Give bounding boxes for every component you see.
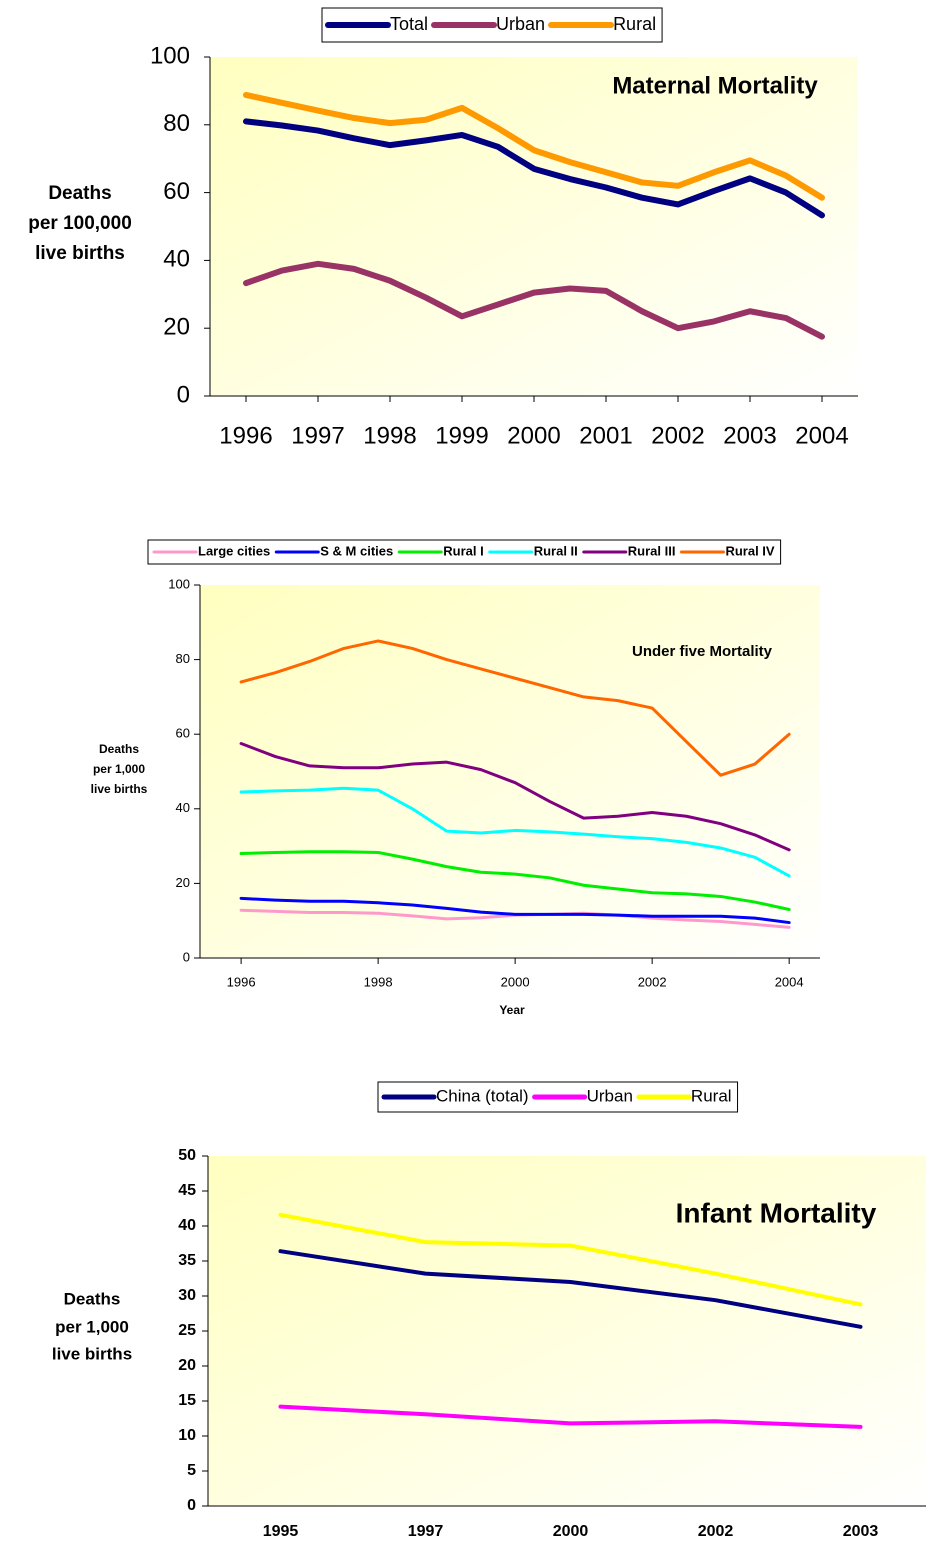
x-tick-label: 1997 [291, 422, 344, 449]
y-axis-label: Deaths [99, 742, 139, 756]
legend-label: Total [390, 14, 428, 34]
y-tick-label: 50 [178, 1147, 196, 1164]
y-tick-label: 35 [178, 1252, 196, 1269]
y-axis-label: Deaths [64, 1289, 121, 1308]
y-axis-label: per 100,000 [28, 213, 132, 234]
y-axis-label: per 1,000 [55, 1317, 129, 1336]
x-tick-label: 2000 [501, 974, 530, 989]
x-tick-label: 1997 [408, 1523, 444, 1540]
y-tick-label: 40 [178, 1217, 196, 1234]
y-tick-label: 40 [176, 800, 190, 815]
legend-label: Urban [587, 1086, 633, 1105]
chart-title: Maternal Mortality [612, 72, 818, 99]
series-line [239, 639, 791, 777]
x-tick-label: 1996 [219, 422, 272, 449]
x-tick-label: 2002 [698, 1523, 734, 1540]
legend-label: S & M cities [320, 543, 393, 558]
x-tick-label: 2000 [553, 1523, 589, 1540]
y-tick-label: 0 [177, 381, 190, 408]
chart-title: Under five Mortality [632, 643, 773, 660]
y-tick-label: 60 [163, 178, 190, 205]
y-tick-label: 20 [178, 1357, 196, 1374]
legend-label: Rural I [443, 543, 483, 558]
y-tick-label: 0 [187, 1497, 196, 1514]
chart-title: Infant Mortality [676, 1197, 877, 1228]
x-tick-label: 1996 [227, 974, 256, 989]
x-axis-label: Year [499, 1003, 525, 1017]
y-tick-label: 0 [183, 949, 190, 964]
x-tick-label: 2002 [651, 422, 704, 449]
series-line [243, 118, 825, 219]
y-tick-label: 30 [178, 1287, 196, 1304]
x-tick-label: 2004 [795, 422, 848, 449]
legend-label: Rural [691, 1086, 732, 1105]
y-tick-label: 100 [150, 42, 190, 69]
series-line [278, 1404, 863, 1429]
legend-label: Rural IV [725, 543, 774, 558]
series-line [239, 850, 791, 912]
x-tick-label: 2003 [723, 422, 776, 449]
y-axis-label: live births [35, 243, 125, 264]
y-tick-label: 60 [176, 726, 190, 741]
y-tick-label: 5 [187, 1462, 196, 1479]
y-tick-label: 20 [163, 314, 190, 341]
series-line [239, 896, 791, 925]
series-line [239, 742, 791, 852]
y-tick-label: 80 [176, 651, 190, 666]
y-axis-label: live births [52, 1344, 132, 1363]
x-tick-label: 2001 [579, 422, 632, 449]
series-line [278, 1249, 863, 1329]
x-tick-label: 2004 [775, 974, 804, 989]
y-tick-label: 40 [163, 246, 190, 273]
y-tick-label: 45 [178, 1182, 196, 1199]
legend-label: Urban [496, 14, 545, 34]
legend-label: Large cities [198, 543, 270, 558]
legend-label: Rural [613, 14, 656, 34]
series-line [243, 91, 825, 201]
y-tick-label: 15 [178, 1392, 196, 1409]
y-tick-label: 100 [168, 576, 190, 591]
legend-label: Rural III [628, 543, 676, 558]
x-tick-label: 1999 [435, 422, 488, 449]
x-tick-label: 2000 [507, 422, 560, 449]
series-line [243, 260, 825, 340]
x-tick-label: 2002 [638, 974, 667, 989]
y-tick-label: 20 [176, 875, 190, 890]
legend [147, 539, 782, 565]
y-tick-label: 80 [163, 110, 190, 137]
x-tick-label: 1998 [364, 974, 393, 989]
legend-label: China (total) [436, 1086, 529, 1105]
x-tick-label: 1995 [263, 1523, 299, 1540]
y-axis-label: live births [91, 782, 148, 796]
y-tick-label: 10 [178, 1427, 196, 1444]
plot-area [208, 1156, 926, 1506]
x-tick-label: 1998 [363, 422, 416, 449]
series-line [239, 786, 791, 878]
y-axis-label: Deaths [48, 183, 111, 204]
y-axis-label: per 1,000 [93, 762, 145, 776]
y-tick-label: 25 [178, 1322, 196, 1339]
x-tick-label: 2003 [843, 1523, 879, 1540]
legend-label: Rural II [534, 543, 578, 558]
series-line [278, 1212, 863, 1307]
